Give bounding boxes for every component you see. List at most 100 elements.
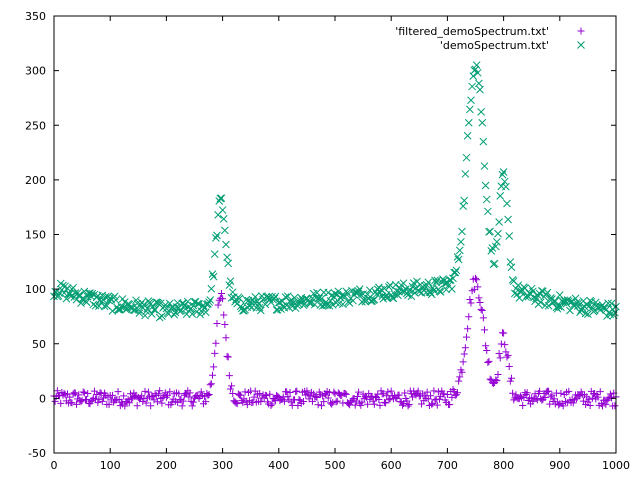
- data-point: [507, 374, 515, 382]
- data-point: [242, 397, 250, 405]
- data-point: [506, 258, 515, 266]
- chart-legend: 'filtered_demoSpectrum.txt''demoSpectrum…: [395, 25, 585, 52]
- data-point: [399, 279, 408, 288]
- data-point: [544, 301, 553, 310]
- data-point: [492, 376, 500, 384]
- data-point: [267, 402, 275, 410]
- data-point: [479, 137, 488, 146]
- data-point: [357, 401, 365, 409]
- data-point: [328, 300, 337, 309]
- chart-axes: 0 100 200 300 400 500 600 700 800 900 1000 -50 0 50 10…: [25, 10, 630, 472]
- series-1: [50, 274, 620, 410]
- data-point: [339, 300, 347, 309]
- data-point: [473, 276, 481, 284]
- data-point: [53, 387, 61, 395]
- data-point: [223, 253, 231, 262]
- data-point: [415, 287, 424, 296]
- data-point: [253, 297, 262, 306]
- data-point: [224, 259, 233, 268]
- data-point: [155, 390, 163, 398]
- y-tick-label: 250: [25, 119, 46, 132]
- data-point: [458, 368, 466, 376]
- data-point: [189, 398, 197, 406]
- data-point: [604, 299, 612, 308]
- data-point: [477, 108, 485, 116]
- data-point: [606, 390, 614, 398]
- data-point: [207, 284, 216, 293]
- data-point: [414, 387, 422, 395]
- data-point: [398, 401, 406, 409]
- data-point: [458, 227, 466, 236]
- data-point: [164, 391, 172, 399]
- data-point: [108, 391, 116, 399]
- data-point: [585, 395, 593, 403]
- data-point: [343, 289, 352, 297]
- data-point: [465, 313, 473, 321]
- data-point: [398, 287, 407, 296]
- data-point: [219, 215, 228, 223]
- data-point: [126, 390, 134, 398]
- data-point: [555, 401, 563, 409]
- data-point: [427, 392, 435, 400]
- data-point: [353, 392, 361, 400]
- data-point: [309, 397, 317, 405]
- data-point: [588, 394, 596, 402]
- x-tick-label: 700: [437, 459, 458, 472]
- data-point: [315, 294, 324, 302]
- data-point: [482, 195, 491, 204]
- data-point: [229, 389, 237, 397]
- data-point: [324, 394, 332, 402]
- data-point: [410, 288, 419, 297]
- data-point: [461, 170, 470, 178]
- data-point: [71, 289, 80, 297]
- data-point: [71, 389, 79, 397]
- data-point: [313, 288, 321, 297]
- data-point: [207, 380, 215, 388]
- data-point: [75, 290, 84, 299]
- x-tick-label: 100: [100, 459, 121, 472]
- data-point: [114, 305, 122, 314]
- data-point: [496, 191, 505, 200]
- data-point: [212, 234, 220, 242]
- data-point: [89, 300, 98, 309]
- x-tick-label: 200: [156, 459, 177, 472]
- data-point: [569, 399, 577, 407]
- data-point: [226, 277, 235, 285]
- data-point: [355, 388, 363, 396]
- data-point: [452, 266, 461, 275]
- data-point: [142, 399, 150, 407]
- data-point: [471, 65, 480, 74]
- data-point: [249, 296, 257, 304]
- data-point: [124, 396, 132, 404]
- data-point: [504, 215, 512, 224]
- data-point: [320, 398, 328, 406]
- data-point: [376, 401, 384, 409]
- data-point: [150, 305, 158, 314]
- data-point: [460, 196, 469, 205]
- data-point: [147, 402, 155, 410]
- data-point: [598, 301, 607, 309]
- data-point: [484, 358, 492, 366]
- data-point: [462, 153, 471, 162]
- data-point: [354, 287, 363, 296]
- data-point: [239, 399, 247, 407]
- data-point: [607, 299, 616, 308]
- data-point: [460, 350, 468, 358]
- data-point: [404, 402, 412, 410]
- data-point: [503, 353, 511, 361]
- data-point: [499, 168, 508, 176]
- data-point: [365, 286, 374, 295]
- data-point: [222, 240, 230, 249]
- data-point: [375, 396, 383, 404]
- y-tick-label: 300: [25, 65, 46, 78]
- data-point: [233, 400, 241, 408]
- data-point: [401, 389, 409, 397]
- x-tick-label: 600: [381, 459, 402, 472]
- data-point: [284, 393, 292, 401]
- data-point: [264, 293, 273, 301]
- data-point: [391, 280, 400, 289]
- data-point: [480, 162, 489, 170]
- data-point: [213, 231, 221, 240]
- data-point: [463, 131, 472, 140]
- data-point: [453, 253, 462, 261]
